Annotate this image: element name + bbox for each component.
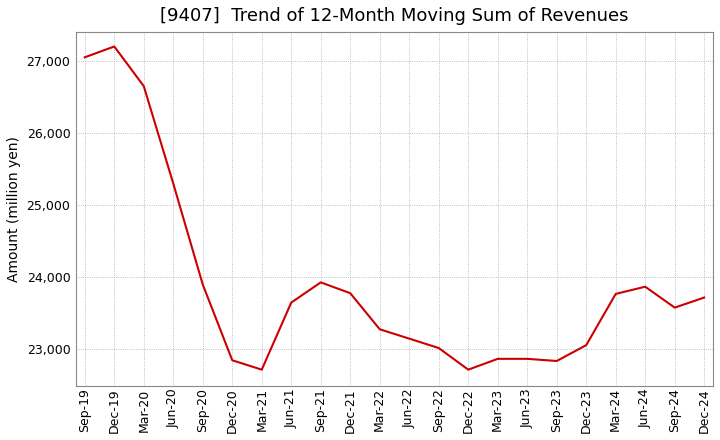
Y-axis label: Amount (million yen): Amount (million yen) xyxy=(7,136,21,282)
Title: [9407]  Trend of 12-Month Moving Sum of Revenues: [9407] Trend of 12-Month Moving Sum of R… xyxy=(161,7,629,25)
